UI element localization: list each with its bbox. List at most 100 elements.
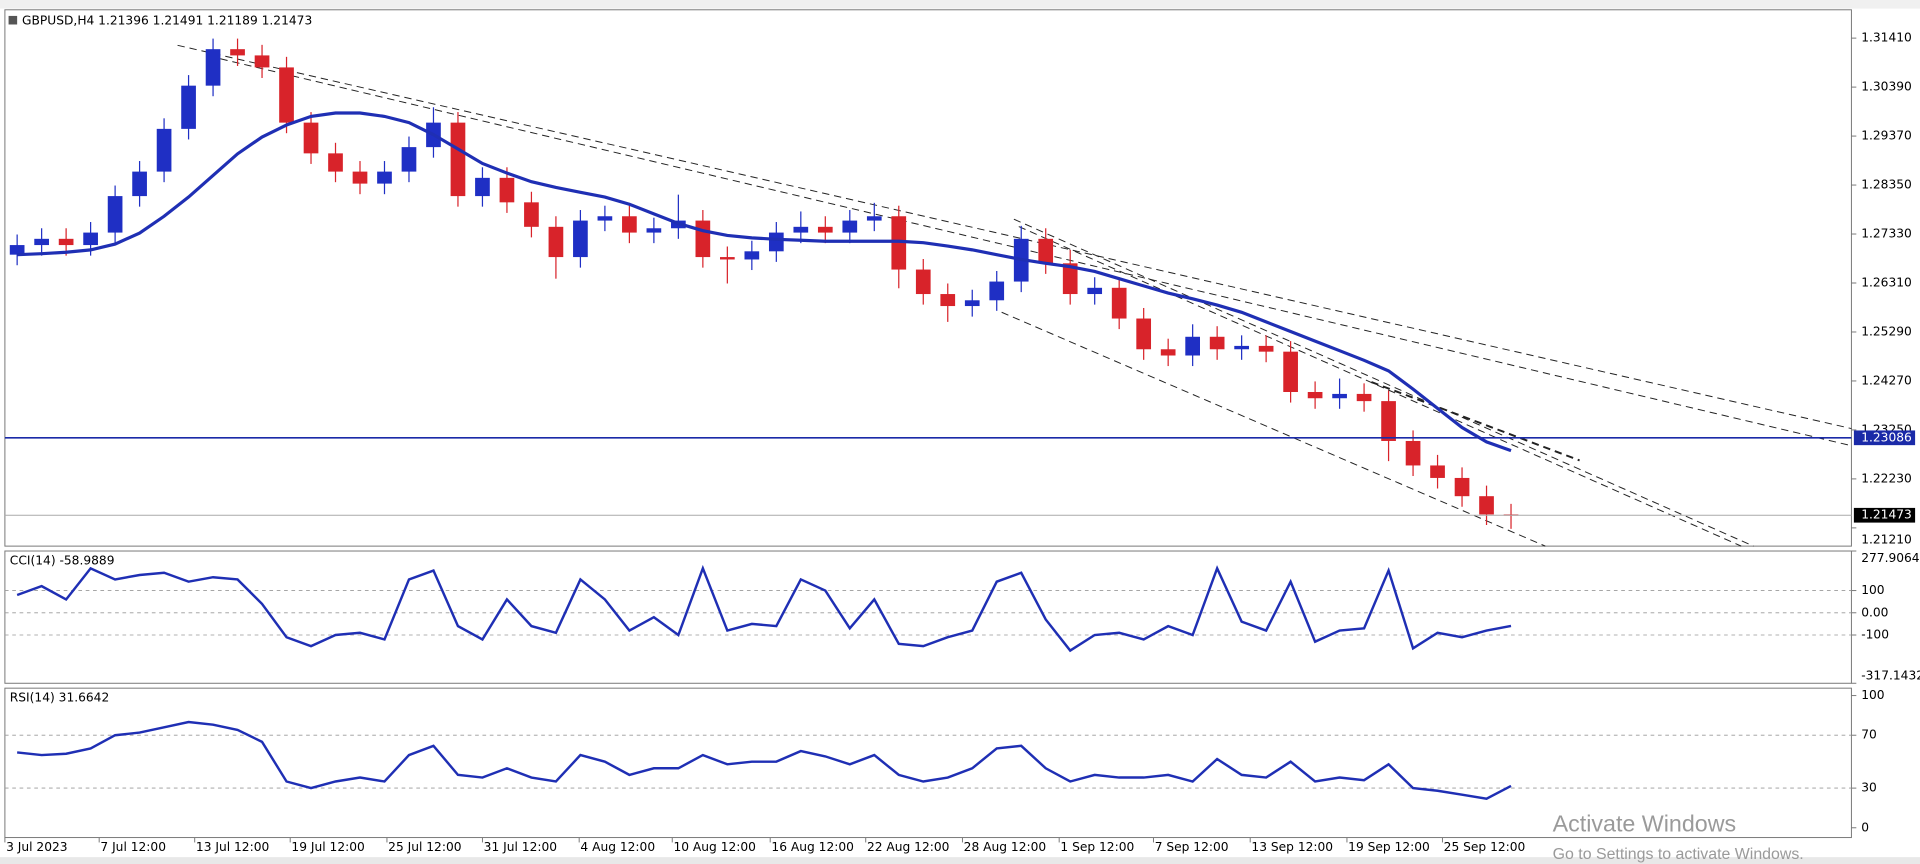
y-tick-label: -317.1432 <box>1861 668 1920 682</box>
candle-body <box>1430 465 1445 478</box>
y-tick-label: -100 <box>1861 628 1889 642</box>
y-tick-label: 1.24270 <box>1861 373 1912 387</box>
candle-body <box>964 300 980 307</box>
candle-body <box>1234 345 1249 350</box>
tab-strip <box>0 0 1920 9</box>
trendline <box>220 58 1852 447</box>
x-tick-label: 1 Sep 12:00 <box>1060 840 1134 854</box>
y-tick-label: 1.28350 <box>1861 178 1912 192</box>
candle-body <box>205 49 221 86</box>
candle-body <box>499 177 515 203</box>
candle-body <box>940 294 956 307</box>
level-label: 1.23086 <box>1861 430 1912 444</box>
scrollbar <box>0 857 1920 864</box>
y-tick-label: 1.26310 <box>1861 276 1912 290</box>
candle-body <box>1381 401 1396 441</box>
y-tick-label: 1.30390 <box>1861 80 1912 94</box>
x-tick-label: 7 Sep 12:00 <box>1155 840 1229 854</box>
candle-body <box>254 55 270 68</box>
candle-body <box>279 67 294 123</box>
x-tick-label: 13 Jul 12:00 <box>196 840 269 854</box>
candle-body <box>1258 345 1274 352</box>
x-tick-label: 10 Aug 12:00 <box>673 840 756 854</box>
y-tick-label: 100 <box>1861 688 1884 702</box>
y-tick-label: 1.31410 <box>1861 31 1912 45</box>
x-tick-label: 25 Jul 12:00 <box>388 840 461 854</box>
trendline <box>1013 218 1754 547</box>
candle-body <box>401 147 417 172</box>
trendline <box>1018 226 1742 547</box>
candle-body <box>181 85 196 129</box>
candle-body <box>34 238 49 246</box>
y-tick-label: 1.22230 <box>1861 471 1912 485</box>
candle-body <box>132 171 147 197</box>
candle-body <box>646 228 662 233</box>
candle-body <box>9 245 25 255</box>
x-tick-label: 3 Jul 2023 <box>6 840 67 854</box>
trendline <box>177 44 1852 430</box>
level-label-box <box>1853 430 1916 446</box>
last-price-box <box>1853 507 1916 523</box>
candle-body <box>107 196 123 233</box>
y-tick-label: 1.29370 <box>1861 129 1912 143</box>
x-tick-label: 22 Aug 12:00 <box>867 840 950 854</box>
trendline <box>1001 311 1546 547</box>
candle-body <box>83 232 98 246</box>
x-tick-label: 19 Jul 12:00 <box>291 840 364 854</box>
symbol-icon <box>8 15 18 25</box>
candle-body <box>1136 318 1152 350</box>
trendlines <box>177 44 1852 547</box>
rsi-title: RSI(14) 31.6642 <box>10 690 109 704</box>
candle-body <box>450 122 466 197</box>
candle-body <box>1332 393 1347 399</box>
moving-average <box>17 111 1512 453</box>
candle-body <box>1307 391 1323 399</box>
y-tick-label: 277.9064 <box>1861 551 1920 565</box>
candle-body <box>1185 336 1200 356</box>
candle-body <box>377 171 392 184</box>
y-tick-label: 30 <box>1861 781 1877 795</box>
candle-body <box>1454 477 1470 497</box>
x-tick-label: 25 Sep 12:00 <box>1444 840 1526 854</box>
x-tick-label: 19 Sep 12:00 <box>1348 840 1430 854</box>
candle-body <box>328 153 343 172</box>
watermark-subtitle: Go to Settings to activate Windows. <box>1553 846 1804 863</box>
x-tick-label: 13 Sep 12:00 <box>1251 840 1333 854</box>
candle-body <box>695 220 711 258</box>
candle-body <box>573 220 588 258</box>
y-tick-label: 0.00 <box>1861 605 1888 619</box>
candle-body <box>303 122 319 154</box>
candle-body <box>793 226 809 233</box>
candle-body <box>1283 351 1298 392</box>
candle-body <box>1111 287 1127 319</box>
watermark-title: Activate Windows <box>1553 810 1736 836</box>
y-tick-label: 1.21210 <box>1861 533 1912 547</box>
candle-body <box>1160 349 1176 356</box>
indicator-line <box>17 720 1512 800</box>
candle-body <box>744 251 760 260</box>
x-tick-label: 4 Aug 12:00 <box>580 840 655 854</box>
rsi-panel <box>4 687 1852 839</box>
candle-body <box>524 202 539 227</box>
candle-body <box>156 128 172 172</box>
candle-body <box>817 226 833 233</box>
candle-body <box>352 171 368 184</box>
candle-body <box>58 238 74 246</box>
cci-title: CCI(14) -58.9889 <box>10 553 115 567</box>
x-tick-label: 28 Aug 12:00 <box>964 840 1047 854</box>
last-price-label: 1.21473 <box>1861 508 1912 522</box>
y-tick-label: 1.25290 <box>1861 324 1912 338</box>
candle-body <box>866 216 882 221</box>
cci-panel <box>4 550 1852 684</box>
symbol-header: GBPUSD,H4 1.21396 1.21491 1.21189 1.2147… <box>22 13 312 27</box>
x-tick-label: 31 Jul 12:00 <box>484 840 557 854</box>
indicator-line <box>16 564 1512 653</box>
candle-body <box>1405 440 1421 466</box>
candle-body <box>891 216 907 270</box>
candle-body <box>1087 287 1103 295</box>
candle-body <box>768 232 784 252</box>
candle-body <box>720 257 735 260</box>
candle-body <box>1209 336 1225 350</box>
